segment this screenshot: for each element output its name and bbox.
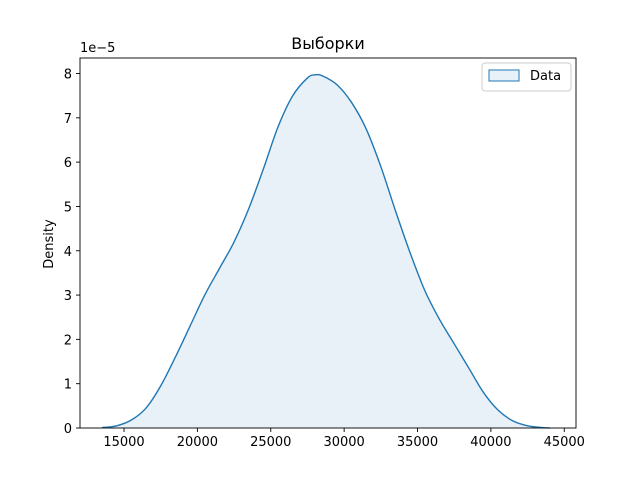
y-tick-label: 5: [64, 200, 72, 215]
x-axis: 15000 20000 25000 30000 35000 40000 45000: [103, 428, 585, 450]
plot-area: [101, 73, 550, 429]
x-tick-label: 15000: [103, 435, 144, 450]
y-tick-label: 4: [64, 245, 72, 260]
legend: Data: [481, 62, 572, 92]
x-tick-label: 40000: [470, 435, 511, 450]
y-tick-label: 3: [64, 289, 72, 304]
y-axis-label: Density: [42, 219, 57, 269]
legend-swatch: [488, 69, 520, 82]
x-tick-label: 20000: [177, 435, 218, 450]
y-tick-label: 2: [64, 333, 72, 348]
x-tick-label: 25000: [250, 435, 291, 450]
y-offset-label: 1e−5: [80, 41, 115, 56]
y-tick-label: 7: [64, 112, 72, 127]
density-line: [101, 73, 550, 429]
y-tick-label: 1: [64, 378, 72, 393]
y-tick-label: 6: [64, 156, 72, 171]
y-axis: 0 1 2 3 4 5 6 7 8: [64, 68, 80, 437]
axes-frame: [79, 57, 577, 429]
x-tick-label: 35000: [397, 435, 438, 450]
y-tick-label: 0: [64, 422, 72, 437]
x-tick-label: 45000: [544, 435, 585, 450]
y-tick-label: 8: [64, 68, 72, 83]
density-area-fill: [102, 74, 550, 429]
x-tick-label: 30000: [323, 435, 364, 450]
chart-title: Выборки: [291, 34, 364, 53]
legend-label: Data: [530, 69, 561, 84]
